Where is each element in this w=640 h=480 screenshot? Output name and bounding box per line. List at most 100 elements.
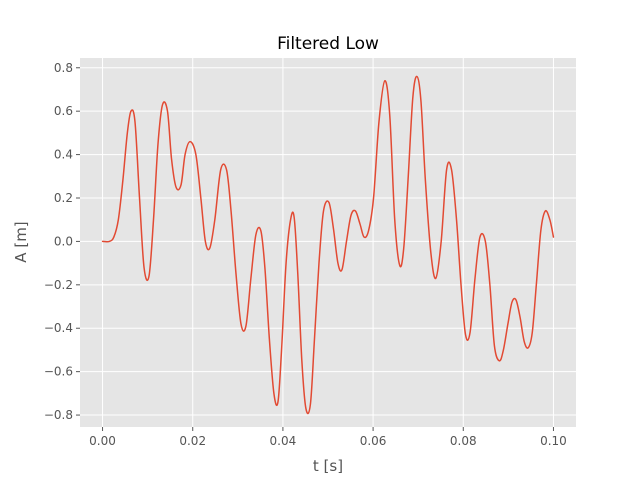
x-tick-label: 0.02 bbox=[179, 434, 206, 448]
y-tick-label: 0.8 bbox=[54, 61, 73, 75]
data-point bbox=[297, 273, 299, 275]
data-point bbox=[285, 262, 287, 264]
data-point bbox=[536, 284, 538, 286]
data-point bbox=[153, 219, 155, 221]
data-point bbox=[333, 228, 335, 230]
x-tick-label: 0.10 bbox=[540, 434, 567, 448]
data-point bbox=[540, 230, 542, 232]
data-point bbox=[553, 236, 555, 238]
data-point bbox=[209, 247, 211, 249]
data-point bbox=[425, 180, 427, 182]
data-point bbox=[507, 323, 509, 325]
data-point bbox=[109, 241, 111, 243]
data-point bbox=[460, 284, 462, 286]
data-point bbox=[420, 100, 422, 102]
data-point bbox=[301, 360, 303, 362]
data-point bbox=[220, 169, 222, 171]
data-point bbox=[337, 262, 339, 264]
data-point bbox=[511, 301, 513, 303]
data-point bbox=[435, 278, 437, 280]
data-point bbox=[214, 219, 216, 221]
data-point bbox=[519, 317, 521, 319]
data-point bbox=[373, 197, 375, 199]
data-point bbox=[474, 278, 476, 280]
x-tick-label: 0.04 bbox=[270, 434, 297, 448]
data-point bbox=[113, 236, 115, 238]
y-tick-label: 0.6 bbox=[54, 104, 73, 118]
data-point bbox=[175, 186, 177, 188]
data-point bbox=[167, 110, 169, 112]
data-point bbox=[403, 247, 405, 249]
data-point bbox=[527, 347, 529, 349]
data-point bbox=[250, 278, 252, 280]
data-point bbox=[412, 97, 414, 99]
data-point bbox=[245, 325, 247, 327]
data-point bbox=[359, 223, 361, 225]
data-point bbox=[341, 269, 343, 271]
data-point bbox=[293, 217, 295, 219]
data-point bbox=[277, 401, 279, 403]
data-point bbox=[180, 184, 182, 186]
data-point bbox=[184, 154, 186, 156]
data-point bbox=[310, 403, 312, 405]
data-point bbox=[260, 230, 262, 232]
data-point bbox=[394, 219, 396, 221]
grid-lines bbox=[80, 58, 576, 427]
data-point bbox=[368, 230, 370, 232]
data-point bbox=[494, 345, 496, 347]
data-point bbox=[200, 197, 202, 199]
data-point bbox=[430, 251, 432, 253]
y-tick-label: −0.8 bbox=[44, 408, 73, 422]
y-tick-label: 0.4 bbox=[54, 148, 73, 162]
data-point bbox=[148, 275, 150, 277]
data-point bbox=[323, 210, 325, 212]
data-point bbox=[479, 236, 481, 238]
data-point bbox=[465, 334, 467, 336]
data-point bbox=[195, 154, 197, 156]
data-point bbox=[134, 121, 136, 123]
data-point bbox=[205, 241, 207, 243]
data-point bbox=[162, 104, 164, 106]
data-point bbox=[290, 219, 292, 221]
data-point bbox=[440, 241, 442, 243]
data-point bbox=[515, 299, 517, 301]
data-point bbox=[143, 267, 145, 269]
data-point bbox=[273, 393, 275, 395]
data-point bbox=[226, 169, 228, 171]
data-point bbox=[281, 349, 283, 351]
data-point bbox=[363, 236, 365, 238]
data-point bbox=[451, 169, 453, 171]
y-tick-labels: −0.8 −0.6 −0.4 −0.2 0.0 0.2 0.4 0.6 0.8 bbox=[44, 61, 73, 422]
data-point bbox=[355, 210, 357, 212]
data-point bbox=[240, 323, 242, 325]
y-tick-label: −0.6 bbox=[44, 365, 73, 379]
x-tick-label: 0.00 bbox=[89, 434, 116, 448]
data-point bbox=[189, 141, 191, 143]
data-point bbox=[549, 219, 551, 221]
data-point bbox=[235, 273, 237, 275]
data-point bbox=[384, 80, 386, 82]
data-point bbox=[118, 219, 120, 221]
data-point bbox=[456, 219, 458, 221]
x-tick-label: 0.08 bbox=[450, 434, 477, 448]
x-tick-labels: 0.00 0.02 0.04 0.06 0.08 0.10 bbox=[89, 434, 567, 448]
data-point bbox=[469, 332, 471, 334]
data-point bbox=[305, 408, 307, 410]
y-tick-label: 0.0 bbox=[54, 234, 73, 248]
data-point bbox=[318, 262, 320, 264]
data-point bbox=[531, 332, 533, 334]
data-point bbox=[171, 158, 173, 160]
y-axis-label: A [m] bbox=[12, 221, 30, 262]
data-point bbox=[545, 210, 547, 212]
data-point bbox=[157, 143, 159, 145]
data-point bbox=[416, 76, 418, 78]
data-point bbox=[489, 284, 491, 286]
data-point bbox=[269, 338, 271, 340]
data-point bbox=[122, 180, 124, 182]
axis-ticks bbox=[76, 67, 554, 431]
data-point bbox=[407, 175, 409, 177]
data-point bbox=[389, 115, 391, 117]
data-point bbox=[485, 241, 487, 243]
data-point bbox=[378, 121, 380, 123]
